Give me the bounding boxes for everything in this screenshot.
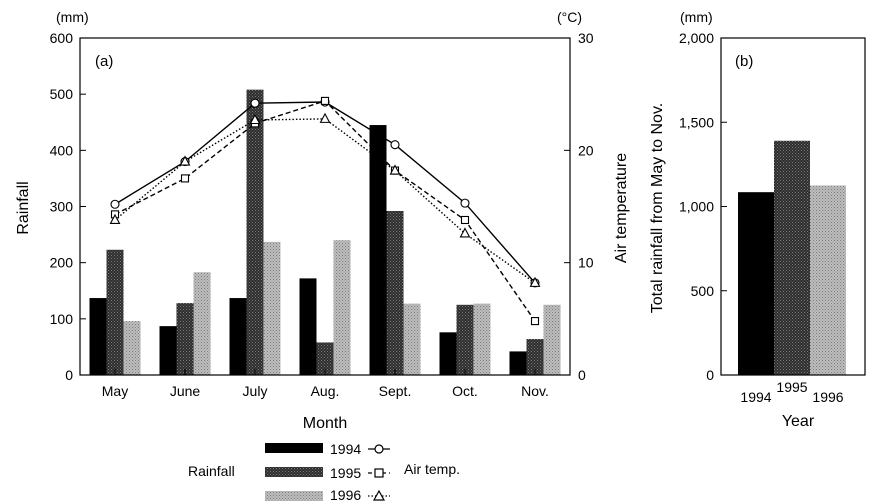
- bar-1995-1: [106, 249, 124, 375]
- bar-1994-2: [159, 326, 177, 375]
- legend-year-1995: 1995: [330, 465, 361, 481]
- bar-1996-2: [193, 272, 211, 375]
- bar-1995-4: [316, 342, 334, 375]
- bar-1996-3: [263, 241, 281, 375]
- chart-b-bars: [738, 140, 846, 375]
- a-ytick-label-6: 600: [50, 30, 74, 46]
- bar-1996-5: [403, 303, 421, 375]
- bar-1994-4: [299, 278, 317, 375]
- a-ytick-label-3: 300: [50, 199, 74, 215]
- bar-1996-7: [543, 304, 561, 375]
- legend-marker-1994: [374, 444, 384, 454]
- a-ytick-right-label-3: 30: [578, 30, 594, 46]
- legend-year-1996: 1996: [330, 487, 361, 501]
- chart-a-panel-label: (a): [95, 53, 113, 70]
- b-xtick-label-2: 1996: [812, 389, 843, 405]
- temp-marker-1996-6: [459, 227, 471, 238]
- a-xtick-label-4: Sept.: [379, 383, 412, 399]
- a-ytick-label-1: 100: [50, 311, 74, 327]
- a-xtick-label-5: Oct.: [452, 383, 478, 399]
- chart-b-ticks: 0 500 1,000 1,500 2,000 1994 1995 1996: [679, 30, 844, 405]
- chart-a-unit-left: (mm): [56, 9, 89, 25]
- temp-marker-1996-7: [529, 276, 541, 287]
- temp-marker-1994-5: [390, 140, 400, 150]
- temp-marker-1995-2: [180, 174, 190, 183]
- bar-1994-5: [369, 125, 387, 375]
- bar-1995-7: [526, 339, 544, 375]
- bar-1995-5: [386, 210, 404, 375]
- bar-1996-1: [123, 321, 141, 375]
- a-ytick-right-label-1: 10: [578, 255, 594, 271]
- a-ytick-label-4: 400: [50, 142, 74, 158]
- legend-swatch-1994: [265, 443, 323, 453]
- bar-1994-1: [89, 298, 107, 375]
- total-bar-1994: [738, 192, 774, 375]
- a-ytick-label-2: 200: [50, 255, 74, 271]
- chart-a-frame: [79, 37, 571, 376]
- temp-marker-1996-3: [249, 113, 261, 125]
- temp-marker-1994-6: [460, 198, 470, 208]
- chart-a-unit-right: (°C): [557, 9, 582, 25]
- temp-marker-1995-6: [460, 215, 470, 225]
- bar-1994-6: [439, 332, 457, 375]
- temp-marker-1996-5: [389, 164, 401, 175]
- total-bar-1995: [774, 140, 810, 375]
- temp-line-1996: [114, 118, 536, 284]
- bar-1995-2: [176, 303, 194, 375]
- chart-a-ylabel: Rainfall: [15, 181, 32, 234]
- chart-b-ylabel: Total rainfall from May to Nov.: [649, 103, 666, 313]
- b-ytick-label-3: 1,500: [679, 114, 714, 130]
- chart-b-xlabel: Year: [782, 413, 815, 430]
- temp-marker-1994-1: [110, 199, 120, 209]
- a-xtick-label-1: June: [170, 383, 201, 399]
- temp-marker-1996-1: [109, 213, 121, 225]
- b-ytick-label-1: 500: [691, 283, 715, 299]
- chart-a-ticks: 0 100 200 300 400 500 600 0 10 20 30 May June July Aug…: [50, 30, 594, 399]
- bar-1994-3: [229, 298, 247, 375]
- bar-1995-6: [456, 304, 474, 375]
- chart-a-lines: [109, 96, 541, 326]
- a-ytick-right-label-0: 0: [578, 367, 586, 383]
- temp-marker-1996-2: [179, 155, 191, 166]
- legend-marker-1995: [374, 468, 384, 478]
- legend-year-1994: 1994: [330, 441, 361, 457]
- chart-a-xlabel: Month: [303, 415, 347, 432]
- a-xtick-label-0: May: [102, 383, 128, 399]
- legend-airtemp-label: Air temp.: [404, 461, 460, 477]
- legend: Rainfall Air temp. 1994 1995 1996: [188, 441, 460, 501]
- legend-swatch-1996: [265, 491, 323, 501]
- chart-b-unit-left: (mm): [680, 9, 713, 25]
- a-xtick-label-6: Nov.: [521, 383, 549, 399]
- chart-a: 0 100 200 300 400 500 600 0 10 20 30 May June July Aug…: [15, 9, 630, 432]
- a-ytick-right-label-2: 20: [578, 142, 594, 158]
- bar-1994-7: [509, 351, 527, 375]
- chart-a-bars: [89, 89, 561, 375]
- temp-marker-1994-3: [250, 98, 260, 108]
- temp-marker-1995-7: [530, 317, 540, 326]
- a-ytick-label-5: 500: [50, 86, 74, 102]
- temp-marker-1996-4: [319, 112, 331, 123]
- b-ytick-label-0: 0: [706, 367, 714, 383]
- legend-swatch-1995: [265, 467, 323, 477]
- legend-rainfall-label: Rainfall: [188, 463, 235, 479]
- b-ytick-label-2: 1,000: [679, 199, 714, 215]
- total-bar-1996: [810, 185, 846, 375]
- b-xtick-label-1: 1995: [776, 379, 807, 395]
- bar-1996-4: [333, 240, 351, 375]
- bar-1996-6: [473, 303, 491, 375]
- chart-a-ylabel-right: Air temperature: [613, 153, 630, 263]
- a-xtick-label-2: July: [243, 383, 268, 399]
- temp-line-1994: [114, 101, 536, 284]
- a-xtick-label-3: Aug.: [311, 383, 340, 399]
- a-ytick-label-0: 0: [65, 367, 73, 383]
- chart-b-panel-label: (b): [735, 53, 753, 70]
- b-ytick-label-4: 2,000: [679, 30, 714, 46]
- bar-1995-3: [246, 89, 264, 375]
- b-xtick-label-0: 1994: [740, 389, 771, 405]
- temp-marker-1995-4: [320, 96, 330, 105]
- chart-b: 0 500 1,000 1,500 2,000 1994 1995 1996 (b) (mm)…: [649, 9, 866, 430]
- legend-marker-1996: [372, 489, 386, 501]
